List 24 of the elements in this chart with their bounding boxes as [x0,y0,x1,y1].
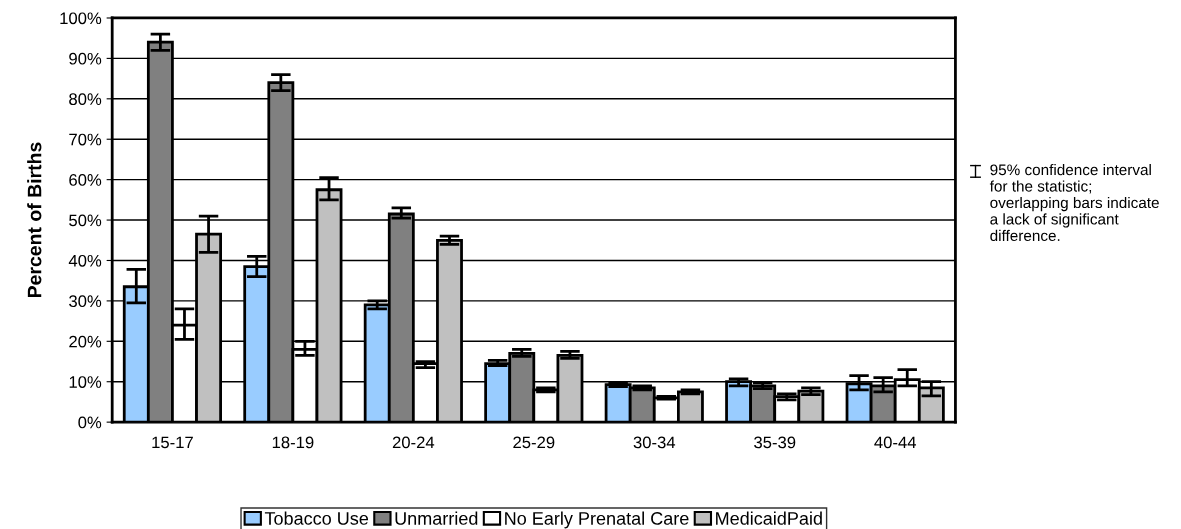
y-tick-label: 50% [69,214,102,227]
text: 95% confidence interval for the statistic; overlapping bars indicate a lack of significant difference. [989,163,1159,242]
y-tick-label: 60% [69,174,102,186]
x-tick-label: 40-44 [874,436,917,449]
y-tick-label: 40% [68,254,102,267]
y-tick-label: 0% [78,416,102,429]
y-axis-title: Percent of Births [27,142,42,298]
y-tick-label: 70% [69,133,102,146]
legend-label: No Early Prenatal Care [505,511,689,529]
y-tick-label: 80% [69,93,102,106]
x-tick-label: 30-34 [633,436,676,449]
x-tick-label: 15-17 [152,436,193,449]
legend-label: Unmarried [395,511,478,525]
x-tick-label: 20-24 [392,436,435,449]
x-tick-label: 35-39 [754,436,796,449]
y-tick-label: 20% [69,335,102,348]
y-tick-label: 90% [69,52,102,65]
x-tick-label: 18-19 [272,436,314,449]
y-tick-label: 100% [60,12,102,25]
x-tick-label: 25-29 [513,436,555,449]
legend-label: Tobacco Use [264,511,369,525]
y-tick-label: 30% [69,295,102,308]
y-tick-label: 10% [69,376,102,388]
legend-label: MedicaidPaid [716,511,822,525]
